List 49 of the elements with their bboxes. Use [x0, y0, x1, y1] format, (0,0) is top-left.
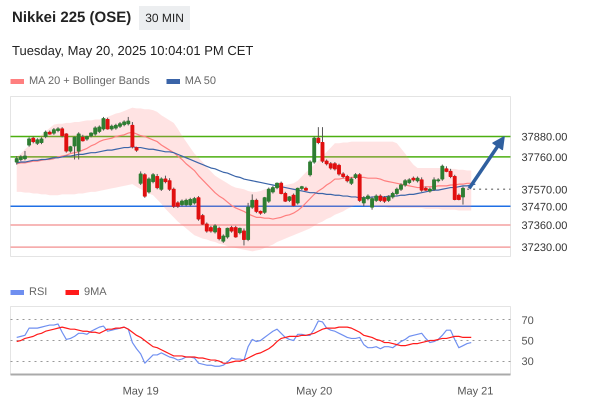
y-tick-label: 37880.00	[522, 132, 568, 144]
candlestick	[138, 170, 143, 186]
candlestick	[452, 174, 457, 201]
chart-subtitle: Tuesday, May 20, 2025 10:04:01 PM CET	[12, 42, 254, 60]
y-tick-label: 37760.00	[522, 152, 568, 164]
candlestick	[102, 116, 106, 132]
legend-label: 9MA	[84, 285, 107, 299]
legend-label: MA 20 + Bollinger Bands	[29, 74, 150, 88]
candlestick	[142, 172, 147, 198]
line-series	[16, 326, 472, 364]
candlestick	[242, 228, 246, 246]
candlestick	[159, 176, 164, 192]
x-tick-label: May 21	[457, 386, 494, 398]
candlestick	[420, 176, 424, 192]
y-tick-label: 37570.00	[522, 184, 568, 196]
candlestick	[225, 227, 230, 240]
candlestick	[337, 163, 341, 176]
legend-label: MA 50	[184, 74, 216, 88]
legend-label: RSI	[29, 285, 48, 299]
candlestick	[72, 136, 76, 160]
candlestick	[254, 198, 258, 214]
candlestick	[217, 226, 222, 241]
candlestick	[155, 173, 160, 190]
line-series	[16, 320, 472, 367]
candlestick	[93, 126, 98, 136]
y-tick-label: 30	[522, 356, 534, 368]
y-tick-label: 70	[522, 314, 534, 327]
candlestick	[320, 126, 324, 164]
candlestick	[432, 176, 436, 192]
candlestick	[196, 196, 200, 222]
y-tick-label: 50	[522, 336, 534, 348]
y-tick-label: 37230.00	[522, 242, 568, 254]
candlestick	[370, 196, 374, 210]
y-tick-label: 37470.00	[522, 201, 568, 214]
text: 30 MIN	[139, 6, 190, 30]
x-tick-label: May 19	[122, 386, 159, 398]
candlestick	[362, 196, 366, 207]
chart-title: Nikkei 225 (OSE)	[12, 9, 132, 26]
candlestick	[76, 132, 81, 160]
candlestick	[234, 225, 238, 238]
candlestick	[64, 132, 68, 154]
candlestick	[461, 186, 465, 206]
candlestick	[27, 136, 32, 148]
candlestick	[440, 164, 444, 182]
candlestick	[23, 150, 27, 161]
x-tick-label: May 20	[296, 386, 332, 398]
y-tick-label: 37360.00	[522, 220, 568, 232]
candlestick	[296, 187, 300, 206]
candlestick	[146, 176, 151, 194]
